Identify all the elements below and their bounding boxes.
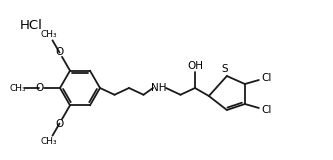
Text: NH: NH bbox=[151, 83, 167, 93]
Text: O: O bbox=[55, 48, 64, 57]
Text: CH₃: CH₃ bbox=[10, 84, 26, 92]
Text: S: S bbox=[221, 64, 228, 74]
Text: O: O bbox=[55, 119, 64, 128]
Text: CH₃: CH₃ bbox=[41, 137, 57, 146]
Text: Cl: Cl bbox=[262, 73, 272, 83]
Text: Cl: Cl bbox=[262, 105, 272, 115]
Text: CH₃: CH₃ bbox=[41, 30, 57, 39]
Text: O: O bbox=[35, 83, 43, 93]
Text: OH: OH bbox=[187, 61, 203, 71]
Text: HCl: HCl bbox=[20, 19, 43, 32]
